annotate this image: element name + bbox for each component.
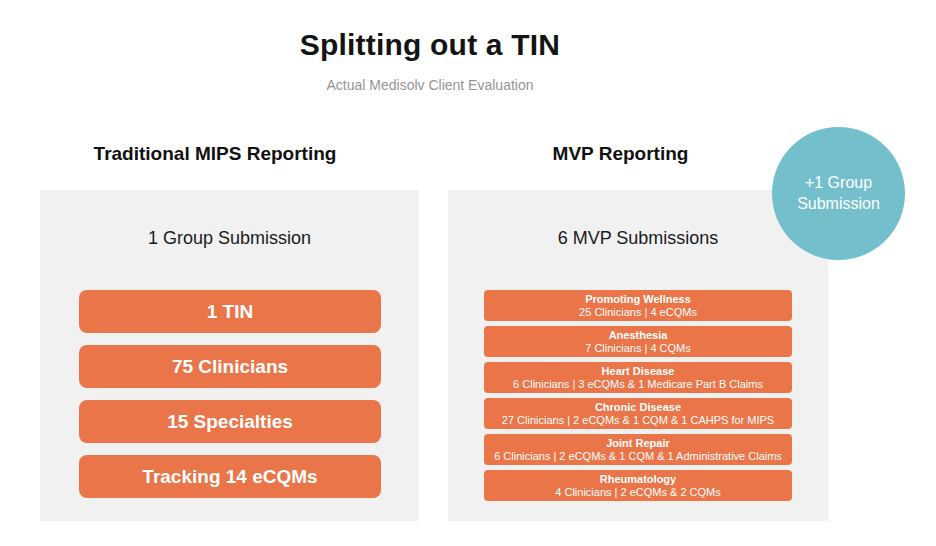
mvp-box-anesthesia: Anesthesia 7 Clinicians | 4 CQMs: [484, 326, 792, 357]
traditional-box-stack: 1 TIN 75 Clinicians 15 Specialties Track…: [79, 290, 381, 498]
mvp-box-title: Joint Repair: [606, 437, 670, 450]
mvp-box-detail: 6 Clinicians | 2 eCQMs & 1 CQM & 1 Admin…: [494, 450, 782, 463]
mvp-box-title: Chronic Disease: [595, 401, 681, 414]
mvp-box-chronic-disease: Chronic Disease 27 Clinicians | 2 eCQMs …: [484, 398, 792, 429]
mvp-box-promoting-wellness: Promoting Wellness 25 Clinicians | 4 eCQ…: [484, 290, 792, 321]
clinicians-box: 75 Clinicians: [79, 345, 381, 388]
ecqms-box: Tracking 14 eCQMs: [79, 455, 381, 498]
tin-box: 1 TIN: [79, 290, 381, 333]
traditional-mips-panel: 1 Group Submission 1 TIN 75 Clinicians 1…: [40, 190, 419, 521]
mvp-box-title: Anesthesia: [609, 329, 668, 342]
mvp-box-detail: 6 Clinicians | 3 eCQMs & 1 Medicare Part…: [513, 378, 763, 391]
traditional-summary: 1 Group Submission: [40, 228, 419, 249]
mvp-box-detail: 7 Clinicians | 4 CQMs: [585, 342, 691, 355]
specialties-box: 15 Specialties: [79, 400, 381, 443]
mvp-box-title: Rheumatology: [600, 473, 676, 486]
page-title: Splitting out a TIN: [0, 28, 860, 62]
mvp-box-title: Promoting Wellness: [585, 293, 691, 306]
plus-one-group-submission-badge: +1 Group Submission: [772, 127, 905, 260]
mvp-summary: 6 MVP Submissions: [448, 228, 828, 249]
mvp-box-rheumatology: Rheumatology 4 Clinicians | 2 eCQMs & 2 …: [484, 470, 792, 501]
traditional-mips-header: Traditional MIPS Reporting: [40, 143, 390, 165]
mvp-box-stack: Promoting Wellness 25 Clinicians | 4 eCQ…: [484, 290, 792, 501]
page-subtitle: Actual Medisolv Client Evaluation: [0, 77, 860, 93]
mvp-box-heart-disease: Heart Disease 6 Clinicians | 3 eCQMs & 1…: [484, 362, 792, 393]
mvp-panel: 6 MVP Submissions Promoting Wellness 25 …: [448, 190, 828, 521]
mvp-box-detail: 27 Clinicians | 2 eCQMs & 1 CQM & 1 CAHP…: [502, 414, 774, 427]
mvp-box-joint-repair: Joint Repair 6 Clinicians | 2 eCQMs & 1 …: [484, 434, 792, 465]
mvp-box-detail: 25 Clinicians | 4 eCQMs: [579, 306, 697, 319]
mvp-box-detail: 4 Clinicians | 2 eCQMs & 2 CQMs: [555, 486, 720, 499]
mvp-box-title: Heart Disease: [602, 365, 675, 378]
slide-splitting-out-a-tin: Splitting out a TIN Actual Medisolv Clie…: [0, 0, 936, 546]
mvp-reporting-header: MVP Reporting: [448, 143, 793, 165]
